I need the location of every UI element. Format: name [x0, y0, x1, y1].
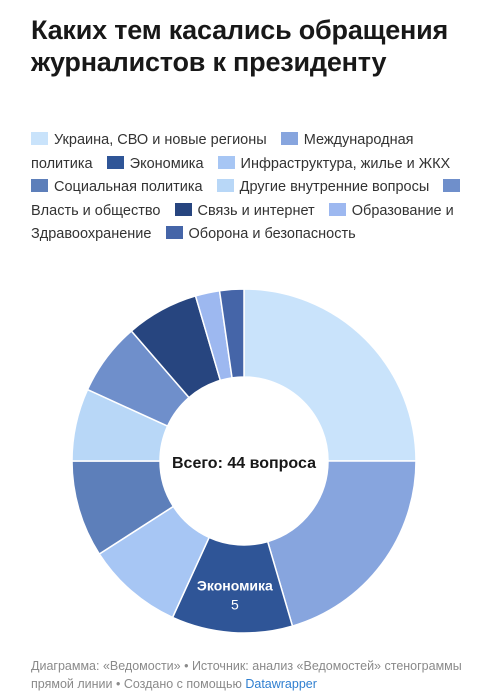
- legend-item: Инфраструктура, жилье и ЖКХ: [217, 155, 461, 172]
- donut-slice: [218, 288, 245, 379]
- legend-item: Власть и общество: [31, 179, 466, 219]
- legend-label: Другие внутренние вопросы: [239, 179, 430, 195]
- legend-swatch: [216, 179, 234, 192]
- legend-label: Оборона и безопасность: [188, 226, 356, 242]
- legend-swatch: [31, 132, 48, 145]
- legend-swatch: [106, 155, 124, 169]
- legend-label: Международная политика: [31, 132, 414, 172]
- legend-swatch: [280, 132, 298, 145]
- legend-item: Экономика: [106, 155, 214, 172]
- legend-item: Образование и Здравоохранение: [31, 202, 454, 243]
- legend-label: Связь и интернет: [197, 202, 315, 219]
- legend-label: Экономика: [129, 155, 204, 172]
- legend: Украина, СВО и новые регионы Международн…: [31, 129, 471, 247]
- legend-label: Социальная политика: [54, 179, 203, 195]
- chart-title: Каких тем касались обращения журналистов…: [31, 15, 449, 77]
- slice-value-label: 5: [231, 597, 239, 613]
- donut-center-label: Всего: 44 вопроса: [172, 455, 316, 472]
- legend-label: Инфраструктура, жилье и ЖКХ: [240, 155, 451, 172]
- legend-item: Социальная политика: [31, 179, 213, 195]
- legend-swatch: [165, 226, 183, 239]
- datawrapper-link[interactable]: Datawrapper: [245, 677, 317, 691]
- legend-item: Украина, СВО и новые регионы: [31, 132, 277, 148]
- footer: Диаграмма: «Ведомости» • Источник: анали…: [31, 657, 471, 693]
- legend-swatch: [174, 202, 192, 216]
- donut-chart: Экономика 5 Всего: 44 вопроса: [71, 288, 417, 634]
- footer-source-text: Диаграмма: «Ведомости» • Источник: анали…: [31, 659, 462, 691]
- legend-item: Связь и интернет: [174, 202, 325, 219]
- legend-swatch: [217, 155, 235, 169]
- legend-item: Международная политика: [31, 132, 414, 172]
- legend-item: Оборона и безопасность: [165, 226, 366, 242]
- legend-swatch: [443, 179, 461, 192]
- legend-label: Украина, СВО и новые регионы: [54, 132, 267, 148]
- legend-swatch: [328, 202, 346, 216]
- legend-item: Другие внутренние вопросы: [216, 179, 440, 195]
- slice-label: Экономика: [197, 578, 273, 594]
- legend-label: Образование и Здравоохранение: [31, 202, 454, 243]
- legend-swatch: [31, 179, 48, 192]
- donut-slice: [243, 288, 417, 462]
- legend-label: Власть и общество: [31, 202, 161, 219]
- donut-slice: [266, 460, 417, 627]
